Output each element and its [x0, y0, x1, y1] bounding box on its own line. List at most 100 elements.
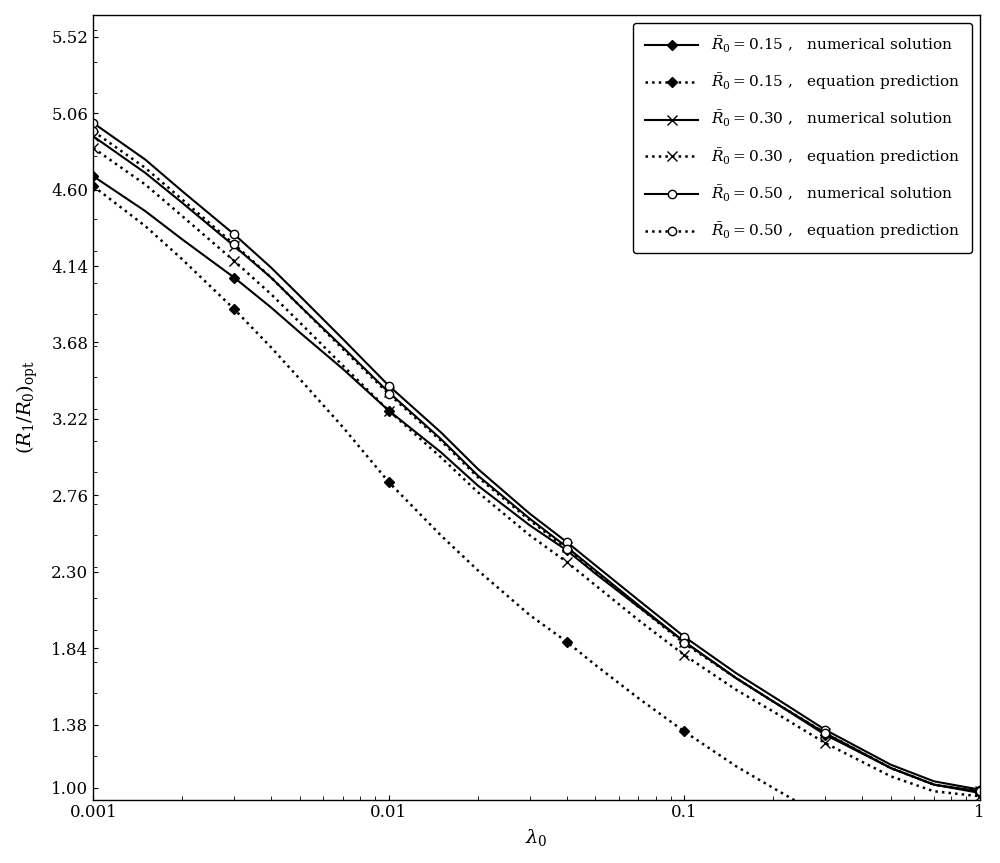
$\bar{R}_0 =0.30$ ,   equation prediction: [176, 211, 188, 221]
$\bar{R}_0 =0.15$ ,   numerical solution: [678, 637, 690, 647]
$\bar{R}_0 =0.30$ ,   equation prediction: [87, 142, 99, 153]
$\bar{R}_0 =0.15$ ,   numerical solution: [928, 779, 940, 790]
$\bar{R}_0 =0.15$ ,   numerical solution: [730, 673, 742, 683]
$\bar{R}_0 =0.15$ ,   numerical solution: [139, 206, 151, 217]
$\bar{R}_0 =0.50$ ,   numerical solution: [561, 537, 573, 547]
$\bar{R}_0 =0.50$ ,   equation prediction: [87, 126, 99, 136]
$\bar{R}_0 =0.15$ ,   numerical solution: [472, 480, 484, 490]
$\bar{R}_0 =0.15$ ,   numerical solution: [885, 763, 897, 773]
$\bar{R}_0 =0.30$ ,   equation prediction: [383, 406, 395, 416]
$\bar{R}_0 =0.15$ ,   equation prediction: [678, 727, 690, 737]
$\bar{R}_0 =0.30$ ,   numerical solution: [383, 387, 395, 398]
$\bar{R}_0 =0.30$ ,   numerical solution: [87, 131, 99, 142]
$\bar{R}_0 =0.30$ ,   numerical solution: [524, 513, 536, 524]
$\bar{R}_0 =0.50$ ,   equation prediction: [767, 696, 779, 707]
$\bar{R}_0 =0.50$ ,   numerical solution: [383, 381, 395, 391]
$\bar{R}_0 =0.15$ ,   numerical solution: [589, 569, 601, 579]
$\bar{R}_0 =0.15$ ,   equation prediction: [383, 477, 395, 488]
$\bar{R}_0 =0.30$ ,   numerical solution: [228, 241, 240, 251]
Line: $\bar{R}_0 =0.30$ ,   numerical solution: $\bar{R}_0 =0.30$ , numerical solution: [88, 131, 985, 797]
$\bar{R}_0 =0.30$ ,   numerical solution: [885, 763, 897, 773]
$\bar{R}_0 =0.15$ ,   equation prediction: [885, 841, 897, 851]
$\bar{R}_0 =0.50$ ,   numerical solution: [87, 118, 99, 129]
$\bar{R}_0 =0.50$ ,   equation prediction: [337, 344, 349, 355]
X-axis label: $\lambda_0$: $\lambda_0$: [525, 827, 548, 848]
$\bar{R}_0 =0.30$ ,   equation prediction: [294, 318, 306, 328]
$\bar{R}_0 =0.15$ ,   numerical solution: [632, 602, 644, 612]
$\bar{R}_0 =0.30$ ,   numerical solution: [928, 779, 940, 790]
$\bar{R}_0 =0.30$ ,   numerical solution: [176, 198, 188, 208]
$\bar{R}_0 =0.30$ ,   equation prediction: [435, 452, 447, 463]
$\bar{R}_0 =0.15$ ,   equation prediction: [265, 343, 277, 353]
$\bar{R}_0 =0.15$ ,   equation prediction: [176, 255, 188, 265]
Line: $\bar{R}_0 =0.15$ ,   equation prediction: $\bar{R}_0 =0.15$ , equation prediction: [90, 183, 983, 863]
$\bar{R}_0 =0.50$ ,   equation prediction: [176, 194, 188, 205]
$\bar{R}_0 =0.50$ ,   numerical solution: [767, 691, 779, 702]
$\bar{R}_0 =0.15$ ,   equation prediction: [589, 659, 601, 670]
$\bar{R}_0 =0.50$ ,   numerical solution: [337, 334, 349, 344]
$\bar{R}_0 =0.30$ ,   equation prediction: [472, 487, 484, 497]
$\bar{R}_0 =0.15$ ,   equation prediction: [928, 854, 940, 863]
$\bar{R}_0 =0.15$ ,   numerical solution: [87, 171, 99, 181]
Line: $\bar{R}_0 =0.30$ ,   equation prediction: $\bar{R}_0 =0.30$ , equation prediction: [88, 143, 985, 801]
$\bar{R}_0 =0.50$ ,   equation prediction: [974, 786, 986, 797]
$\bar{R}_0 =0.30$ ,   numerical solution: [632, 600, 644, 610]
$\bar{R}_0 =0.15$ ,   equation prediction: [87, 181, 99, 192]
$\bar{R}_0 =0.30$ ,   numerical solution: [294, 300, 306, 311]
$\bar{R}_0 =0.30$ ,   numerical solution: [561, 542, 573, 552]
$\bar{R}_0 =0.50$ ,   numerical solution: [139, 154, 151, 165]
$\bar{R}_0 =0.50$ ,   equation prediction: [819, 728, 831, 738]
$\bar{R}_0 =0.30$ ,   numerical solution: [974, 786, 986, 797]
$\bar{R}_0 =0.15$ ,   equation prediction: [337, 422, 349, 432]
$\bar{R}_0 =0.30$ ,   equation prediction: [819, 738, 831, 748]
$\bar{R}_0 =0.30$ ,   equation prediction: [767, 706, 779, 716]
$\bar{R}_0 =0.30$ ,   numerical solution: [767, 696, 779, 707]
$\bar{R}_0 =0.30$ ,   equation prediction: [974, 791, 986, 802]
$\bar{R}_0 =0.50$ ,   equation prediction: [632, 602, 644, 612]
$\bar{R}_0 =0.15$ ,   numerical solution: [524, 520, 536, 531]
$\bar{R}_0 =0.50$ ,   equation prediction: [730, 673, 742, 683]
Legend: $\bar{R}_0 =0.15$ ,   numerical solution, $\bar{R}_0 =0.15$ ,   equation predict: $\bar{R}_0 =0.15$ , numerical solution, …: [633, 22, 972, 253]
$\bar{R}_0 =0.30$ ,   equation prediction: [632, 614, 644, 625]
$\bar{R}_0 =0.30$ ,   numerical solution: [337, 343, 349, 353]
$\bar{R}_0 =0.15$ ,   equation prediction: [632, 693, 644, 703]
$\bar{R}_0 =0.15$ ,   equation prediction: [294, 374, 306, 384]
$\bar{R}_0 =0.15$ ,   numerical solution: [294, 327, 306, 337]
Y-axis label: $(R_1/R_0)_{\mathrm{opt}}$: $(R_1/R_0)_{\mathrm{opt}}$: [15, 360, 40, 454]
$\bar{R}_0 =0.50$ ,   numerical solution: [819, 725, 831, 735]
$\bar{R}_0 =0.30$ ,   equation prediction: [678, 650, 690, 660]
$\bar{R}_0 =0.15$ ,   numerical solution: [337, 364, 349, 375]
$\bar{R}_0 =0.30$ ,   equation prediction: [337, 361, 349, 371]
$\bar{R}_0 =0.30$ ,   numerical solution: [678, 637, 690, 647]
$\bar{R}_0 =0.15$ ,   numerical solution: [383, 406, 395, 416]
$\bar{R}_0 =0.30$ ,   numerical solution: [589, 565, 601, 576]
$\bar{R}_0 =0.15$ ,   equation prediction: [472, 565, 484, 576]
$\bar{R}_0 =0.50$ ,   numerical solution: [928, 776, 940, 786]
$\bar{R}_0 =0.30$ ,   numerical solution: [139, 167, 151, 178]
$\bar{R}_0 =0.15$ ,   equation prediction: [730, 761, 742, 772]
$\bar{R}_0 =0.50$ ,   equation prediction: [472, 472, 484, 482]
$\bar{R}_0 =0.50$ ,   equation prediction: [928, 779, 940, 790]
$\bar{R}_0 =0.15$ ,   numerical solution: [819, 729, 831, 740]
$\bar{R}_0 =0.15$ ,   numerical solution: [767, 696, 779, 707]
$\bar{R}_0 =0.50$ ,   numerical solution: [730, 668, 742, 678]
$\bar{R}_0 =0.15$ ,   numerical solution: [228, 273, 240, 283]
$\bar{R}_0 =0.50$ ,   numerical solution: [176, 186, 188, 197]
$\bar{R}_0 =0.50$ ,   equation prediction: [524, 515, 536, 526]
$\bar{R}_0 =0.30$ ,   equation prediction: [139, 180, 151, 190]
Line: $\bar{R}_0 =0.50$ ,   numerical solution: $\bar{R}_0 =0.50$ , numerical solution: [89, 119, 984, 794]
$\bar{R}_0 =0.50$ ,   numerical solution: [589, 560, 601, 570]
$\bar{R}_0 =0.50$ ,   equation prediction: [228, 239, 240, 249]
$\bar{R}_0 =0.15$ ,   equation prediction: [974, 860, 986, 863]
$\bar{R}_0 =0.50$ ,   numerical solution: [678, 632, 690, 642]
$\bar{R}_0 =0.50$ ,   equation prediction: [561, 544, 573, 554]
$\bar{R}_0 =0.30$ ,   equation prediction: [524, 530, 536, 540]
$\bar{R}_0 =0.50$ ,   numerical solution: [294, 291, 306, 301]
$\bar{R}_0 =0.15$ ,   equation prediction: [524, 610, 536, 620]
$\bar{R}_0 =0.50$ ,   equation prediction: [294, 300, 306, 311]
$\bar{R}_0 =0.50$ ,   numerical solution: [885, 759, 897, 770]
$\bar{R}_0 =0.15$ ,   equation prediction: [228, 304, 240, 314]
$\bar{R}_0 =0.30$ ,   numerical solution: [435, 434, 447, 444]
$\bar{R}_0 =0.30$ ,   equation prediction: [265, 289, 277, 299]
$\bar{R}_0 =0.15$ ,   numerical solution: [176, 234, 188, 244]
